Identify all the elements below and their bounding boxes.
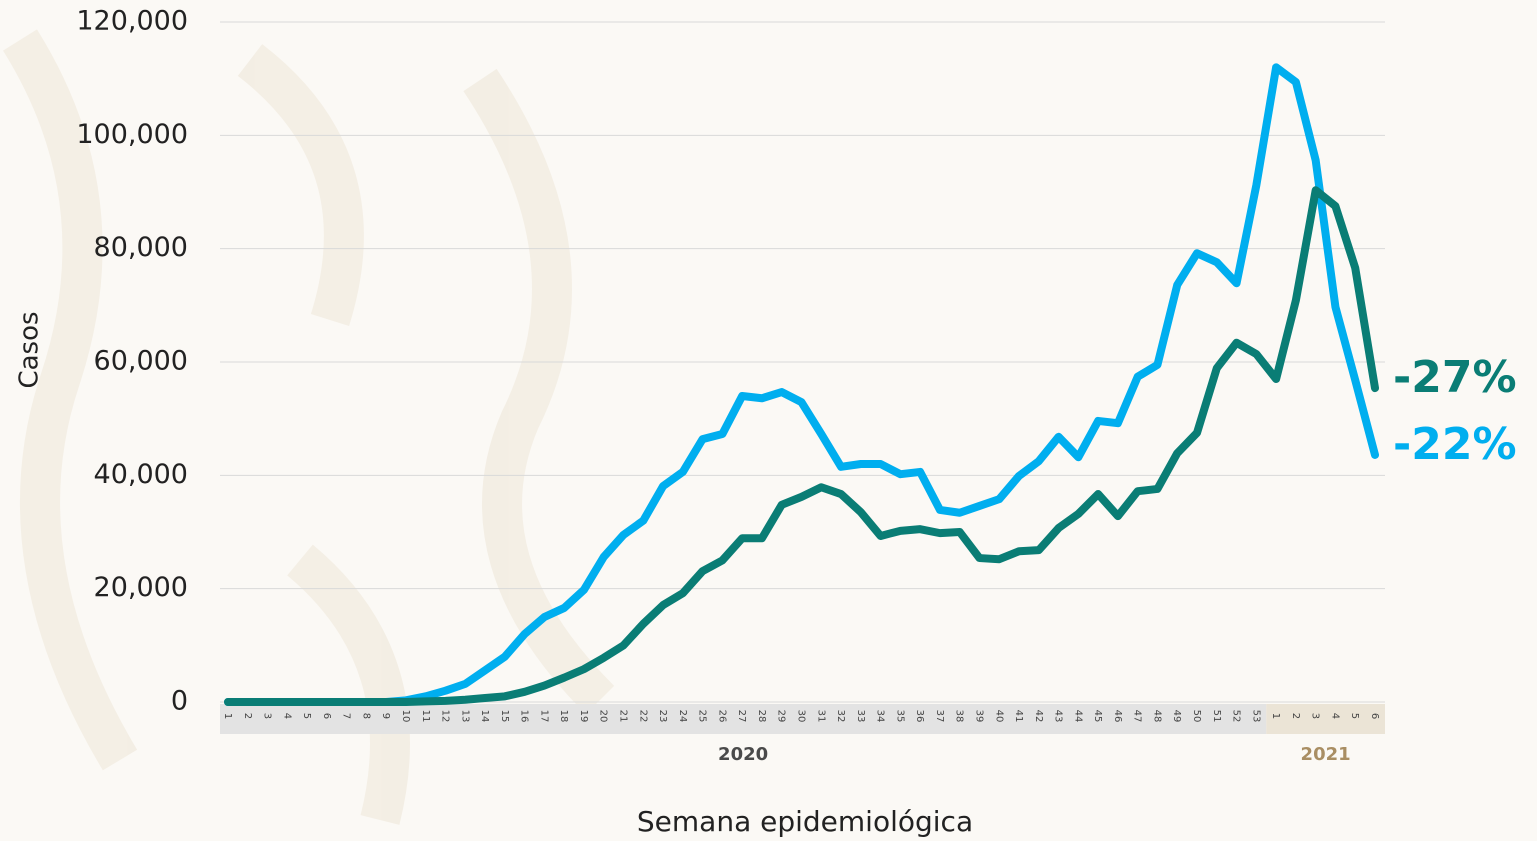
y-tick-label: 20,000 bbox=[94, 572, 188, 603]
x-tick-label: 29 bbox=[776, 710, 787, 723]
x-tick-label: 9 bbox=[380, 713, 391, 719]
x-tick-label: 50 bbox=[1191, 710, 1202, 723]
x-tick-label: 6 bbox=[1369, 713, 1380, 719]
x-tick-label: 25 bbox=[697, 710, 708, 723]
x-tick-label: 6 bbox=[321, 713, 332, 719]
x-tick-label: 52 bbox=[1231, 710, 1242, 723]
y-tick-label: 100,000 bbox=[76, 119, 188, 150]
x-tick-label: 5 bbox=[301, 713, 312, 719]
y-tick-label: 40,000 bbox=[94, 459, 188, 490]
x-tick-label: 12 bbox=[440, 710, 451, 723]
group-label: 2021 bbox=[1301, 744, 1351, 765]
x-tick-label: 44 bbox=[1072, 710, 1083, 723]
x-tick-label: 10 bbox=[400, 710, 411, 723]
x-tick-label: 45 bbox=[1092, 710, 1103, 723]
x-tick-label: 1 bbox=[1270, 713, 1281, 719]
x-tick-label: 3 bbox=[262, 713, 273, 719]
x-tick-label: 3 bbox=[1310, 713, 1321, 719]
x-tick-label: 36 bbox=[914, 710, 925, 723]
x-tick-label: 24 bbox=[677, 710, 688, 723]
series-line bbox=[228, 67, 1375, 702]
x-tick-label: 48 bbox=[1151, 710, 1162, 723]
x-tick-label: 34 bbox=[875, 710, 886, 723]
y-tick-label: 120,000 bbox=[76, 6, 188, 37]
x-axis-label: Semana epidemiológica bbox=[637, 805, 973, 838]
y-tick-label: 0 bbox=[171, 686, 188, 717]
x-tick-label: 32 bbox=[835, 710, 846, 723]
x-tick-label: 14 bbox=[479, 710, 490, 723]
x-tick-label: 47 bbox=[1132, 710, 1143, 723]
x-tick-label: 26 bbox=[716, 710, 727, 723]
x-tick-label: 2 bbox=[242, 713, 253, 719]
x-tick-label: 2 bbox=[1290, 713, 1301, 719]
x-tick-label: 39 bbox=[973, 710, 984, 723]
x-tick-label: 22 bbox=[637, 710, 648, 723]
x-tick-label: 27 bbox=[736, 710, 747, 723]
x-tick-label: 5 bbox=[1349, 713, 1360, 719]
x-tick-label: 30 bbox=[796, 710, 807, 723]
x-tick-label: 53 bbox=[1250, 710, 1261, 723]
y-tick-label: 60,000 bbox=[94, 346, 188, 377]
x-tick-label: 7 bbox=[341, 713, 352, 719]
x-tick-label: 4 bbox=[281, 713, 292, 719]
x-tick-label: 13 bbox=[459, 710, 470, 723]
x-tick-label: 1 bbox=[222, 713, 233, 719]
x-tick-label: 42 bbox=[1033, 710, 1044, 723]
x-tick-label: 19 bbox=[578, 710, 589, 723]
x-tick-label: 16 bbox=[519, 710, 530, 723]
y-axis-label: Casos bbox=[15, 311, 45, 388]
series-line bbox=[228, 190, 1375, 702]
x-tick-label: 35 bbox=[894, 710, 905, 723]
x-tick-label: 40 bbox=[993, 710, 1004, 723]
x-tick-label: 4 bbox=[1329, 713, 1340, 719]
annotation: -22% bbox=[1393, 419, 1517, 470]
group-label: 2020 bbox=[718, 744, 768, 765]
x-tick-label: 23 bbox=[657, 710, 668, 723]
x-tick-label: 38 bbox=[954, 710, 965, 723]
x-tick-label: 37 bbox=[934, 710, 945, 723]
x-tick-label: 11 bbox=[420, 710, 431, 723]
x-tick-label: 8 bbox=[360, 713, 371, 719]
x-tick-label: 20 bbox=[598, 710, 609, 723]
x-tick-label: 21 bbox=[618, 710, 629, 723]
annotation: -27% bbox=[1393, 352, 1517, 403]
y-tick-label: 80,000 bbox=[94, 232, 188, 263]
x-tick-label: 33 bbox=[855, 710, 866, 723]
chart: Casos Semana epidemiológica 0 20,000 40,00… bbox=[0, 0, 1537, 841]
x-tick-label: 28 bbox=[756, 710, 767, 723]
x-tick-label: 17 bbox=[538, 710, 549, 723]
x-tick-label: 51 bbox=[1211, 710, 1222, 723]
x-tick-label: 43 bbox=[1053, 710, 1064, 723]
x-tick-label: 18 bbox=[558, 710, 569, 723]
x-tick-label: 41 bbox=[1013, 710, 1024, 723]
group-band bbox=[1266, 704, 1385, 734]
x-tick-label: 46 bbox=[1112, 710, 1123, 723]
x-tick-label: 49 bbox=[1171, 710, 1182, 723]
x-tick-label: 15 bbox=[499, 710, 510, 723]
x-tick-label: 31 bbox=[815, 710, 826, 723]
